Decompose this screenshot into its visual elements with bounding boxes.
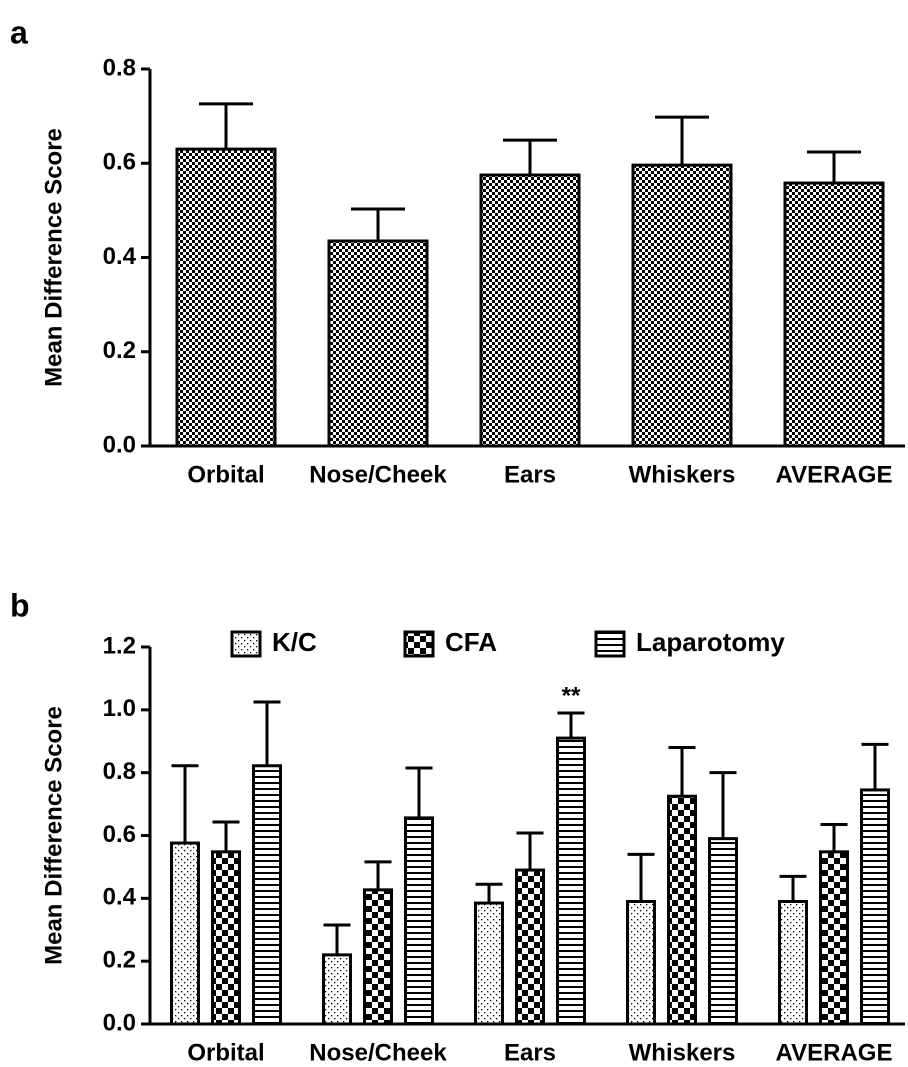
- error-bar: [807, 150, 861, 184]
- y-axis-title: Mean Difference Score: [40, 128, 67, 387]
- bar: [778, 899, 808, 1026]
- error-bar: [503, 138, 557, 176]
- error-bar: [557, 711, 585, 739]
- bar: [175, 147, 277, 448]
- bar: [327, 239, 429, 448]
- error-bar: [779, 874, 807, 902]
- bar: [556, 736, 586, 1026]
- bar: [667, 794, 697, 1026]
- y-tick-label: 0.6: [103, 149, 136, 176]
- y-tick-label: 1.2: [103, 632, 136, 659]
- error-bar: [199, 102, 253, 150]
- y-tick-label: 0.8: [103, 758, 136, 785]
- y-tick-label: 0.8: [103, 54, 136, 81]
- y-tick-label: 0.2: [103, 947, 136, 974]
- panel-label: a: [10, 14, 28, 50]
- error-bar: [364, 860, 392, 890]
- x-tick-label: Whiskers: [629, 461, 736, 488]
- bar: [252, 764, 282, 1026]
- panel-label: b: [10, 587, 30, 623]
- bar: [860, 788, 890, 1026]
- y-tick-label: 0.4: [103, 243, 137, 270]
- y-tick-label: 1.0: [103, 695, 136, 722]
- legend-swatch: [230, 630, 262, 658]
- error-bar: [627, 852, 655, 902]
- x-tick-label: Orbital: [187, 461, 264, 488]
- bar: [211, 850, 241, 1026]
- error-bar: [668, 746, 696, 797]
- x-tick-label: Ears: [504, 1039, 556, 1066]
- bar: [170, 841, 200, 1026]
- x-tick-label: Nose/Cheek: [309, 1039, 447, 1066]
- bar: [631, 163, 733, 448]
- error-bar: [212, 820, 240, 852]
- bar: [479, 173, 581, 448]
- error-bar: [171, 764, 199, 844]
- x-tick-label: Nose/Cheek: [309, 461, 447, 488]
- error-bar: [709, 771, 737, 839]
- y-tick-label: 0.4: [103, 884, 137, 911]
- legend-swatch: [594, 630, 626, 658]
- error-bar: [351, 207, 405, 242]
- x-tick-label: Whiskers: [629, 1039, 736, 1066]
- error-bar: [861, 742, 889, 790]
- x-tick-label: AVERAGE: [776, 461, 893, 488]
- legend-label: CFA: [445, 627, 497, 657]
- x-tick-label: Ears: [504, 461, 556, 488]
- error-bar: [516, 831, 544, 871]
- legend-swatch: [403, 630, 435, 658]
- x-tick-label: Orbital: [187, 1039, 264, 1066]
- y-axis-title: Mean Difference Score: [40, 706, 67, 965]
- bar: [515, 868, 545, 1026]
- bar: [474, 901, 504, 1026]
- bar: [783, 181, 885, 448]
- error-bar: [475, 882, 503, 904]
- bar: [626, 899, 656, 1026]
- legend-label: K/C: [272, 627, 317, 657]
- y-tick-label: 0.0: [103, 431, 136, 458]
- error-bar: [323, 923, 351, 955]
- error-bar: [820, 823, 848, 852]
- error-bar: [253, 700, 281, 766]
- bar: [819, 850, 849, 1026]
- bar: [363, 888, 393, 1026]
- bar: [322, 953, 352, 1026]
- error-bar: [405, 766, 433, 818]
- x-tick-label: AVERAGE: [776, 1039, 893, 1066]
- y-tick-label: 0.6: [103, 821, 136, 848]
- annotation: **: [562, 682, 581, 709]
- y-tick-label: 0.0: [103, 1009, 136, 1036]
- legend-label: Laparotomy: [636, 627, 785, 657]
- bar: [708, 837, 738, 1026]
- bar: [404, 816, 434, 1026]
- error-bar: [655, 115, 709, 166]
- y-tick-label: 0.2: [103, 337, 136, 364]
